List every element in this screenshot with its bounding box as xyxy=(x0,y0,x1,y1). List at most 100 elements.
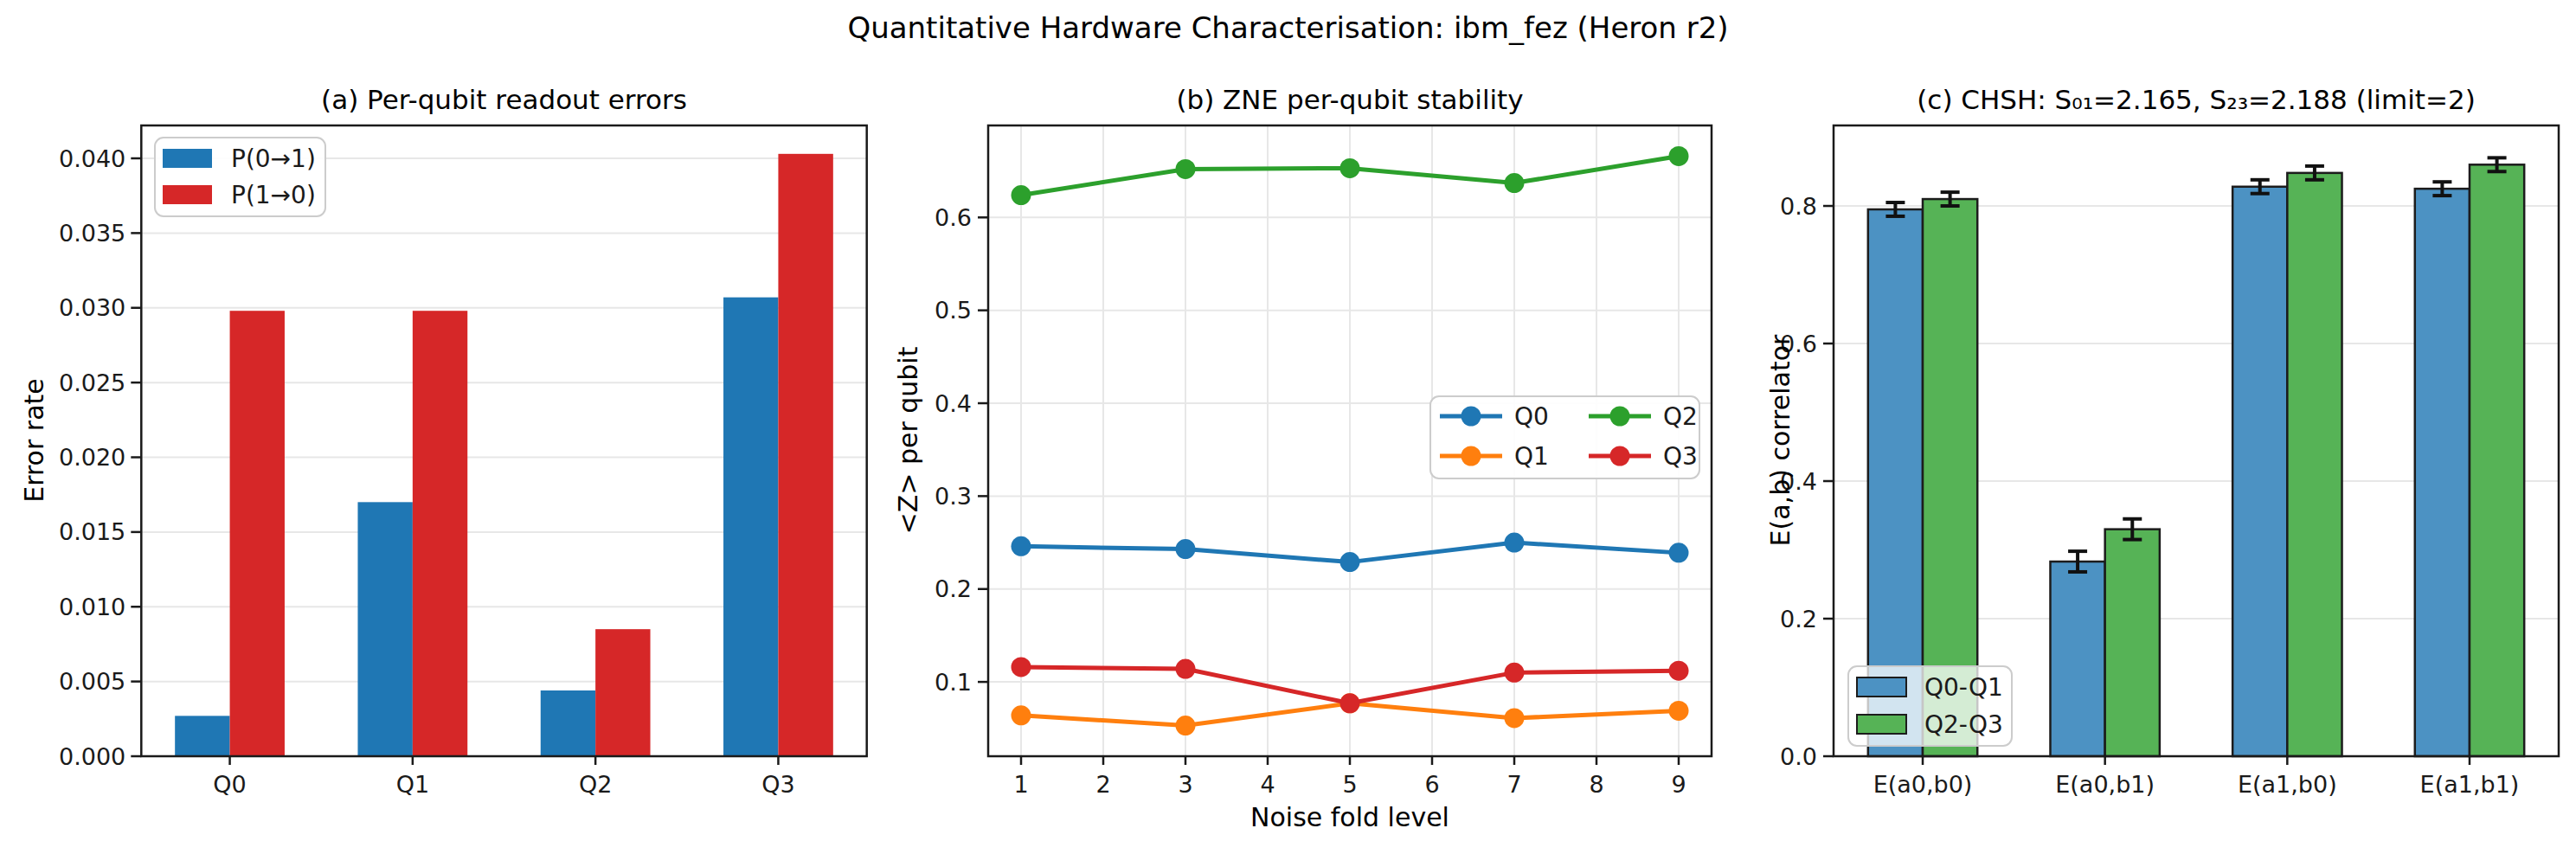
marker-Q2 xyxy=(1012,185,1031,205)
y-tick-label: 0.5 xyxy=(935,297,972,324)
bar-Q2-P(0→1) xyxy=(541,690,595,756)
x-tick-label: 6 xyxy=(1424,771,1439,798)
x-tick-label: Q2 xyxy=(579,771,612,798)
legend-patch xyxy=(163,185,212,204)
y-tick-label: 0.6 xyxy=(935,204,972,231)
panel-b-xlabel: Noise fold level xyxy=(988,803,1712,832)
x-tick-label: E(a1,b1) xyxy=(2420,771,2520,798)
x-tick-label: 1 xyxy=(1013,771,1028,798)
y-tick-label: 0.000 xyxy=(59,743,125,770)
panel-c: 0.00.20.40.60.8E(a0,b0)E(a0,b1)E(a1,b0)E… xyxy=(1780,125,2559,798)
panel-b-yticks: 0.1 0.2 0.3 0.4 0.5 0.6 xyxy=(935,204,988,696)
panel-b-legend: Q0Q1Q2Q3 xyxy=(1430,396,1699,478)
panel-a-yticks: 0.000 0.005 0.010 0.015 0.020 0.025 0.030 0.035… xyxy=(59,145,141,770)
x-tick-label: 3 xyxy=(1178,771,1192,798)
x-tick-label: E(a0,b1) xyxy=(2055,771,2155,798)
panel-c-xticks: E(a0,b0) E(a0,b1) E(a1,b0) E(a1,b1) xyxy=(1873,756,2520,798)
marker-Q2 xyxy=(1176,159,1196,179)
marker-Q0 xyxy=(1505,533,1525,553)
marker-Q1 xyxy=(1012,705,1031,725)
y-tick-label: 0.015 xyxy=(59,518,125,545)
x-tick-label: Q0 xyxy=(213,771,246,798)
marker-Q3 xyxy=(1505,663,1525,683)
y-tick-label: 0.3 xyxy=(935,483,972,510)
panel-c-title: (c) CHSH: S₀₁=2.165, S₂₃=2.188 (limit=2) xyxy=(1834,85,2559,114)
panel-a-xticks: Q0 Q1 Q2 Q3 xyxy=(213,756,794,798)
panel-a-bars xyxy=(175,154,833,756)
marker-Q0 xyxy=(1340,552,1360,572)
panel-a: 0.000 0.005 0.010 0.015 0.020 0.025 0.030 0.035… xyxy=(59,125,867,798)
x-tick-label: 4 xyxy=(1260,771,1275,798)
y-tick-label: 0.0 xyxy=(1780,743,1817,770)
y-tick-label: 0.010 xyxy=(59,594,125,620)
legend-label: Q2 xyxy=(1663,402,1698,431)
panel-c-legend: Q0-Q1 Q2-Q3 xyxy=(1848,666,2012,746)
marker-Q3 xyxy=(1669,661,1689,681)
marker-Q0 xyxy=(1176,539,1196,559)
bar-E(a0,b1)-Q0-Q1 xyxy=(2050,562,2104,756)
bar-Q1-P(1→0) xyxy=(413,311,467,756)
marker-Q3 xyxy=(1340,693,1360,713)
bar-Q0-P(1→0) xyxy=(230,311,285,756)
panel-b-ylabel: <Z> per qubit xyxy=(891,224,926,657)
y-tick-label: 0.4 xyxy=(935,390,972,417)
panel-c-ylabel: E(a,b) correlator xyxy=(1763,224,1798,657)
legend-label: P(0→1) xyxy=(231,144,316,173)
bar-E(a1,b0)-Q0-Q1 xyxy=(2232,187,2287,756)
chart-canvas: 0.0000.0050.0100.0150.0200.0250.0300.035… xyxy=(0,0,2576,854)
x-tick-label: Q3 xyxy=(761,771,794,798)
figure-title: Quantitative Hardware Characterisation: … xyxy=(0,11,2576,44)
marker-Q1 xyxy=(1669,701,1689,721)
bar-E(a1,b1)-Q0-Q1 xyxy=(2415,189,2470,756)
x-tick-label: 7 xyxy=(1506,771,1521,798)
legend-label: P(1→0) xyxy=(231,181,316,209)
legend-label: Q0 xyxy=(1514,402,1549,431)
bar-Q3-P(0→1) xyxy=(723,298,778,756)
bar-Q3-P(1→0) xyxy=(778,154,832,756)
marker-Q3 xyxy=(1176,659,1196,679)
y-tick-label: 0.030 xyxy=(59,294,125,321)
legend-patch xyxy=(1857,715,1906,734)
legend-patch xyxy=(1857,677,1906,697)
panel-a-legend: P(0→1) P(1→0) xyxy=(155,138,325,216)
bar-Q1-P(0→1) xyxy=(357,502,412,756)
bar-Q0-P(0→1) xyxy=(175,716,229,756)
marker-Q0 xyxy=(1012,536,1031,556)
legend-marker xyxy=(1461,407,1481,427)
y-tick-label: 0.8 xyxy=(1780,193,1817,220)
panel-a-ylabel: Error rate xyxy=(17,224,52,657)
y-tick-label: 0.025 xyxy=(59,369,125,396)
x-tick-label: E(a1,b0) xyxy=(2238,771,2337,798)
marker-Q1 xyxy=(1176,716,1196,735)
panel-b: 0.10.20.30.40.50.6123456789Q0Q1Q2Q3 xyxy=(935,125,1712,798)
bar-Q2-P(1→0) xyxy=(595,629,650,756)
bar-E(a0,b1)-Q2-Q3 xyxy=(2105,530,2160,756)
x-tick-label: 2 xyxy=(1095,771,1110,798)
marker-Q2 xyxy=(1505,173,1525,193)
marker-Q1 xyxy=(1505,708,1525,728)
panel-b-xticks: 1 2 3 4 5 6 7 8 9 xyxy=(1013,756,1686,798)
legend-patch xyxy=(163,149,212,168)
x-tick-label: 8 xyxy=(1589,771,1603,798)
x-tick-label: E(a0,b0) xyxy=(1873,771,1973,798)
x-tick-label: Q1 xyxy=(396,771,429,798)
y-tick-label: 0.035 xyxy=(59,220,125,247)
legend-marker xyxy=(1610,446,1630,466)
legend-marker xyxy=(1610,407,1630,427)
y-tick-label: 0.040 xyxy=(59,145,125,172)
marker-Q0 xyxy=(1669,543,1689,562)
x-tick-label: 9 xyxy=(1671,771,1686,798)
x-tick-label: 5 xyxy=(1342,771,1357,798)
y-tick-label: 0.020 xyxy=(59,444,125,471)
y-tick-label: 0.005 xyxy=(59,668,125,695)
bar-E(a1,b0)-Q2-Q3 xyxy=(2287,173,2342,756)
panel-b-title: (b) ZNE per-qubit stability xyxy=(988,85,1712,114)
legend-marker xyxy=(1461,446,1481,466)
legend-label: Q0-Q1 xyxy=(1924,673,2003,702)
legend-label: Q1 xyxy=(1514,442,1549,471)
y-tick-label: 0.2 xyxy=(935,575,972,602)
y-tick-label: 0.1 xyxy=(935,669,972,696)
legend-label: Q2-Q3 xyxy=(1924,710,2003,739)
bar-E(a1,b1)-Q2-Q3 xyxy=(2470,164,2524,756)
panel-a-title: (a) Per-qubit readout errors xyxy=(141,85,867,114)
